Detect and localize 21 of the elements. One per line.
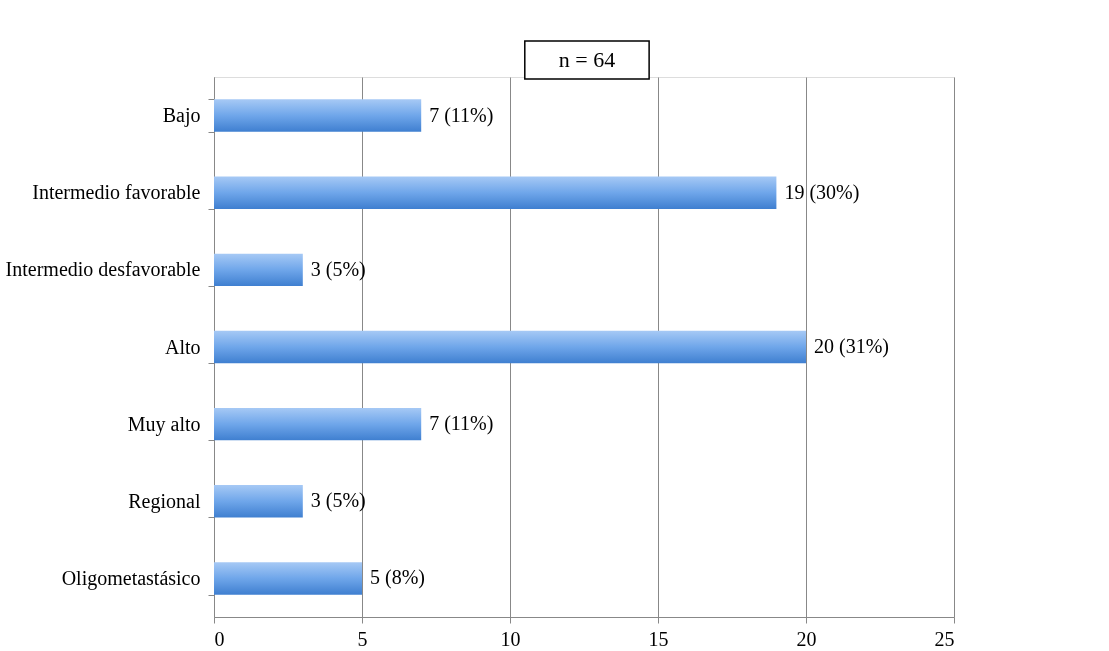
x-tick-label: 5 <box>357 627 368 650</box>
data-label: 5 (8%) <box>370 566 425 590</box>
y-tick-label: Intermedio desfavorable <box>5 258 201 281</box>
y-tick-label: Bajo <box>162 104 201 128</box>
data-label: 19 (30%) <box>784 180 860 204</box>
x-tick-label: 15 <box>648 627 669 650</box>
y-tick-label: Alto <box>164 335 201 358</box>
data-label: 7 (11%) <box>429 412 494 436</box>
x-tick-label: 0 <box>214 627 225 650</box>
y-tick-label: Regional <box>128 489 201 513</box>
data-label: 3 (5%) <box>310 257 366 281</box>
data-label: 3 (5%) <box>310 489 366 513</box>
text: n = 64 <box>558 47 616 72</box>
data-label: 20 (31%) <box>814 335 889 358</box>
x-tick-label: 10 <box>500 627 521 650</box>
x-tick-label: 25 <box>934 627 955 650</box>
y-tick-label: Intermedio favorable <box>32 181 201 204</box>
x-tick-label: 20 <box>796 627 817 650</box>
y-tick-label: Muy alto <box>127 412 201 436</box>
y-tick-label: Oligometastásico <box>61 566 201 590</box>
data-label: 7 (11%) <box>429 103 494 127</box>
